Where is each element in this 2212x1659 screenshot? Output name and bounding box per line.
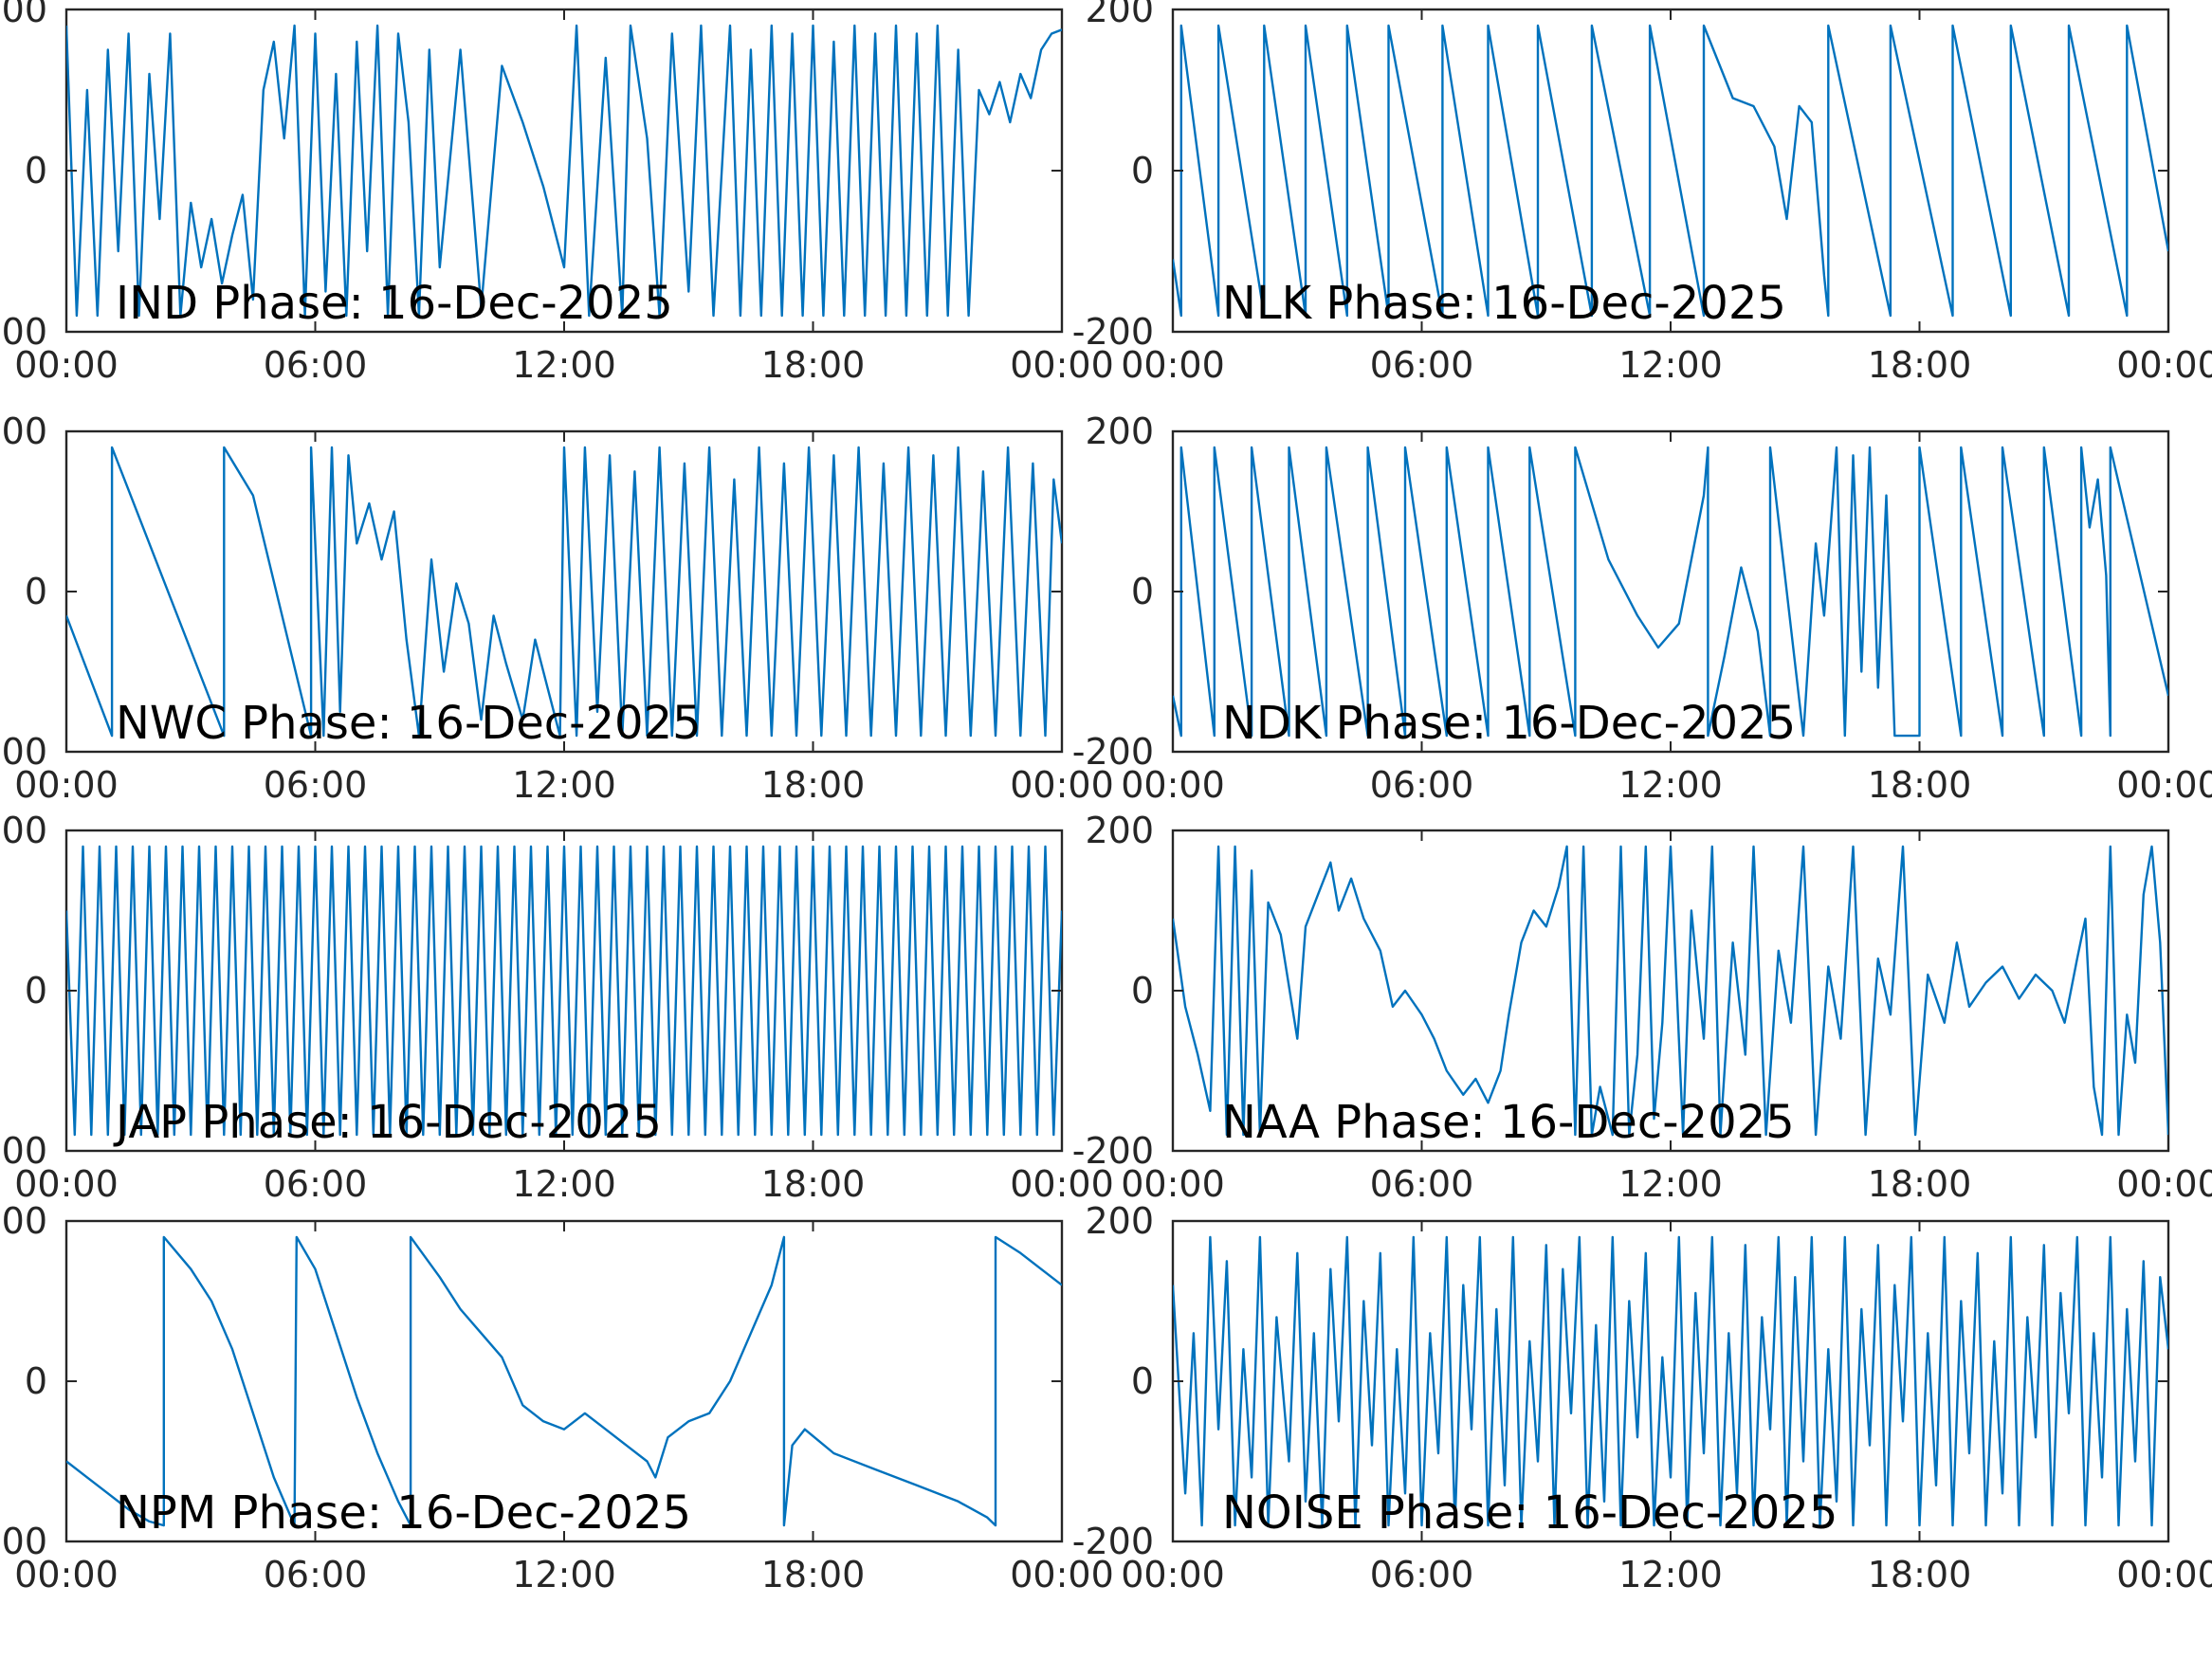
- phase-trace: [66, 446, 1062, 738]
- x-tick-label: 00:00: [2116, 1163, 2212, 1205]
- panel-title: IND Phase: 16-Dec-2025: [116, 277, 673, 330]
- x-tick-label: 12:00: [1618, 764, 1723, 806]
- x-tick-label: 00:00: [1121, 1163, 1225, 1205]
- x-tick-label: 18:00: [1868, 764, 1972, 806]
- y-tick-label: -200: [1072, 731, 1154, 773]
- axes-box: [64, 8, 1064, 334]
- x-tick-label: 18:00: [761, 344, 866, 386]
- phase-trace: [1173, 24, 2168, 318]
- y-tick-label: 200: [0, 1200, 47, 1242]
- y-tick-label: -200: [1072, 1521, 1154, 1562]
- y-tick-label: 0: [1131, 1360, 1154, 1402]
- y-tick-label: 0: [25, 571, 47, 612]
- x-tick-label: 00:00: [1121, 764, 1225, 806]
- x-tick-label: 18:00: [761, 1554, 866, 1595]
- phase-trace: [1173, 1235, 2168, 1527]
- x-tick-label: 06:00: [1370, 1554, 1474, 1595]
- x-tick-label: 12:00: [512, 1554, 616, 1595]
- x-tick-label: 00:00: [14, 1554, 119, 1595]
- y-tick-label: 200: [0, 410, 47, 452]
- phase-trace: [1173, 845, 2168, 1137]
- axes-box: [64, 1219, 1064, 1543]
- x-tick-label: 00:00: [1010, 344, 1114, 386]
- panel-title: NPM Phase: 16-Dec-2025: [116, 1486, 691, 1540]
- y-tick-label: 0: [25, 150, 47, 191]
- phase-trace: [66, 1235, 1062, 1527]
- x-tick-label: 12:00: [512, 344, 616, 386]
- x-tick-label: 12:00: [512, 764, 616, 806]
- x-tick-label: 00:00: [1010, 764, 1114, 806]
- panel-title: NOISE Phase: 16-Dec-2025: [1222, 1486, 1837, 1540]
- phase-trace: [1173, 446, 2168, 738]
- y-tick-label: -200: [0, 1130, 47, 1172]
- x-tick-label: 06:00: [1370, 344, 1474, 386]
- phase-trace: [66, 845, 1062, 1137]
- x-tick-label: 12:00: [1618, 344, 1723, 386]
- y-tick-label: -200: [1072, 311, 1154, 353]
- x-tick-label: 18:00: [761, 764, 866, 806]
- y-tick-label: -200: [1072, 1130, 1154, 1172]
- x-tick-label: 06:00: [1370, 764, 1474, 806]
- panel-title: JAP Phase: 16-Dec-2025: [113, 1096, 662, 1149]
- x-tick-label: 00:00: [14, 344, 119, 386]
- x-tick-label: 06:00: [1370, 1163, 1474, 1205]
- x-tick-label: 00:00: [2116, 1554, 2212, 1595]
- x-tick-label: 00:00: [2116, 764, 2212, 806]
- y-tick-label: 0: [1131, 150, 1154, 191]
- x-tick-label: 06:00: [264, 764, 368, 806]
- x-tick-label: 18:00: [1868, 1554, 1972, 1595]
- x-tick-label: 18:00: [1868, 1163, 1972, 1205]
- x-tick-label: 18:00: [761, 1163, 866, 1205]
- x-tick-label: 06:00: [264, 1163, 368, 1205]
- axes-box: [1171, 829, 2170, 1153]
- panel-title: NDK Phase: 16-Dec-2025: [1222, 697, 1796, 750]
- y-tick-label: 0: [1131, 571, 1154, 612]
- x-tick-label: 18:00: [1868, 344, 1972, 386]
- phase-trace: [66, 24, 1062, 318]
- x-tick-label: 00:00: [1121, 1554, 1225, 1595]
- y-tick-label: -200: [0, 1521, 47, 1562]
- y-tick-label: 0: [25, 970, 47, 1012]
- y-tick-label: 200: [0, 810, 47, 851]
- y-tick-label: 200: [1085, 810, 1154, 851]
- x-tick-label: 00:00: [2116, 344, 2212, 386]
- panel-title: NAA Phase: 16-Dec-2025: [1222, 1096, 1795, 1149]
- x-tick-label: 00:00: [1121, 344, 1225, 386]
- y-tick-label: 200: [1085, 0, 1154, 30]
- x-tick-label: 12:00: [1618, 1163, 1723, 1205]
- panel-title: NWC Phase: 16-Dec-2025: [116, 697, 702, 750]
- x-tick-label: 00:00: [14, 1163, 119, 1205]
- y-tick-label: 200: [1085, 1200, 1154, 1242]
- y-tick-label: 200: [0, 0, 47, 30]
- x-tick-label: 06:00: [264, 344, 368, 386]
- x-tick-label: 00:00: [1010, 1554, 1114, 1595]
- x-tick-label: 06:00: [264, 1554, 368, 1595]
- y-tick-label: 0: [25, 1360, 47, 1402]
- y-tick-label: 200: [1085, 410, 1154, 452]
- x-tick-label: 12:00: [512, 1163, 616, 1205]
- y-tick-label: -200: [0, 311, 47, 353]
- panel-title: NLK Phase: 16-Dec-2025: [1222, 277, 1786, 330]
- y-tick-label: 0: [1131, 970, 1154, 1012]
- x-tick-label: 12:00: [1618, 1554, 1723, 1595]
- y-tick-label: -200: [0, 731, 47, 773]
- x-tick-label: 00:00: [14, 764, 119, 806]
- x-tick-label: 00:00: [1010, 1163, 1114, 1205]
